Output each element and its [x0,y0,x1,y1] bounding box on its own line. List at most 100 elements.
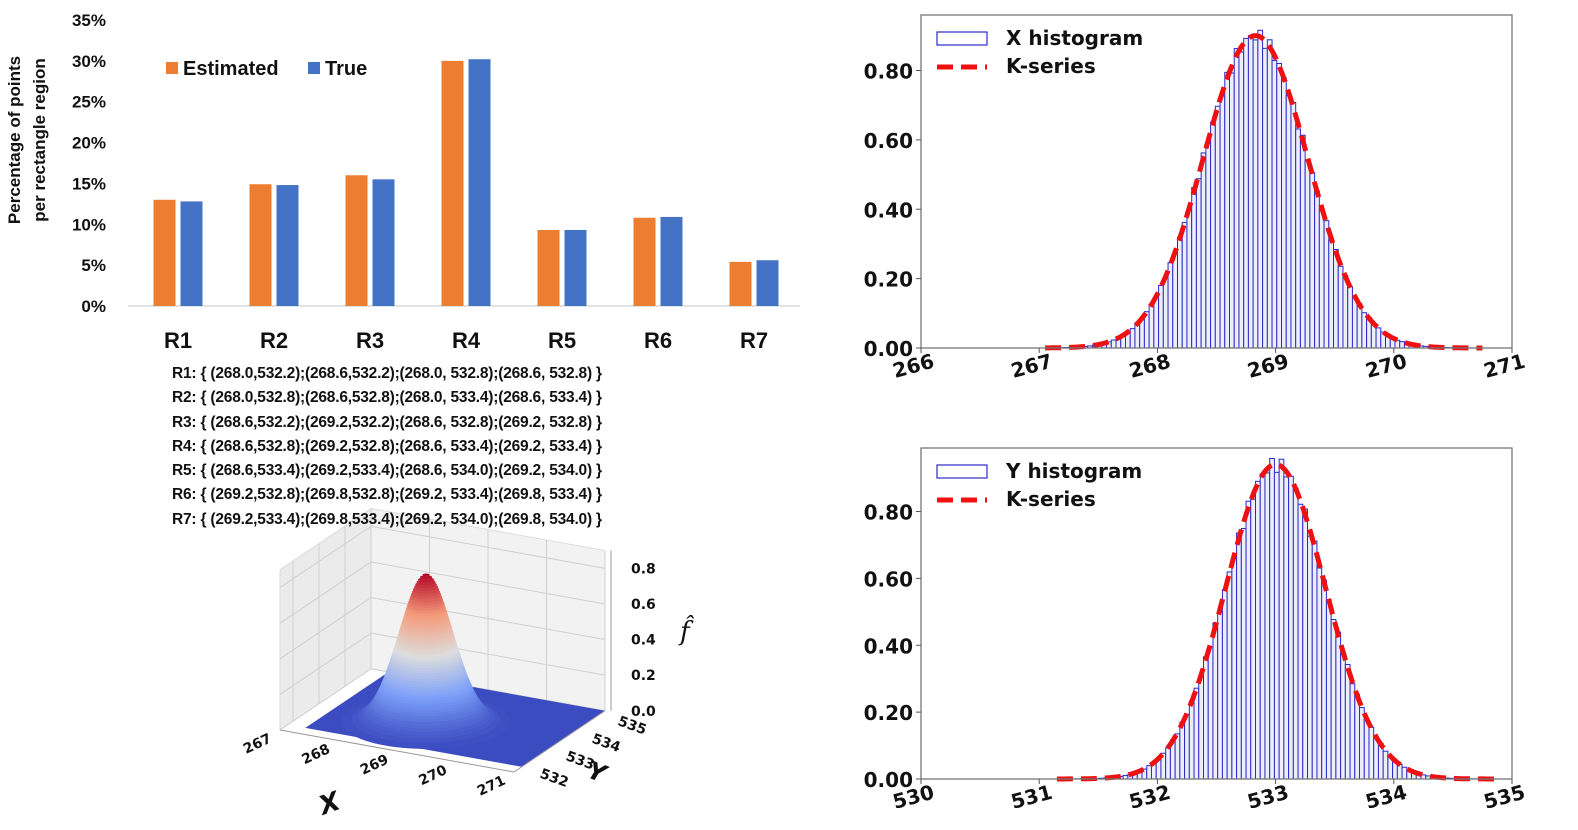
k-series-line [1045,33,1483,351]
histogram-bin [1314,190,1320,349]
region-def-r7: R7: { (269.2,533.4);(269.8,533.4);(269.2… [172,510,602,528]
bar-y-axis-label: Percentage of points per rectangle region [5,56,49,224]
histogram-bin [1307,535,1313,780]
z-tick-label: 0.8 [631,561,656,577]
gridline [279,632,606,695]
x-tick-label: 267 [241,731,274,758]
bar-ytick-label: 25% [72,93,106,112]
bar-true-r3 [372,179,395,306]
region-def-r6: R6: { (269.2,532.8);(269.8,532.8);(269.2… [172,486,602,504]
histogram-bin [1318,208,1325,349]
histogram-bin [1179,721,1186,780]
histogram-bin [1337,265,1344,349]
histogram-bin [1321,579,1327,780]
xtick-label: 532 [1126,780,1173,814]
histogram-bin [1221,589,1228,780]
bar-true-r6 [660,216,683,306]
histogram-bin [1363,718,1370,780]
bar-bars [153,59,779,307]
histogram-bin [1328,240,1335,349]
region-definitions: R1: { (268.0,532.2);(268.6,532.2);(268.0… [172,362,752,532]
legend-label-estimated: Estimated [183,58,279,80]
legend-kseries-label: K-series [1006,54,1096,78]
bar-true-r1 [180,201,203,306]
histogram-bin [1297,503,1304,780]
histogram-bin [1243,37,1249,349]
histogram-bin [1396,763,1403,780]
z-tick-label: 0.6 [631,597,656,613]
bar-xtick-label: R7 [740,328,768,353]
histogram-bin [1299,134,1306,349]
plot-frame [920,447,1513,780]
histogram-bin [1330,619,1337,780]
legend-swatch-true [308,62,320,74]
histogram-bin [1399,341,1405,349]
histogram-bin [1167,262,1174,349]
histogram-bin [1162,277,1169,349]
histogram-bin [1285,94,1292,349]
histogram-bin [1181,221,1188,349]
histogram-bin [1129,328,1136,349]
x-axis-label: X [313,786,346,822]
histogram-bin [1302,508,1309,780]
histogram-bin [1259,473,1266,780]
bar-ytick-label: 10% [72,215,106,234]
histogram-bin [1202,656,1209,780]
plot-frame [920,14,1513,349]
region-def-r4: R4: { (268.6,532.8);(269.2,532.8);(268.6… [172,437,602,455]
legend-swatch-estimated [166,62,178,74]
histogram-bin [1240,528,1247,780]
xtick-label: 267 [1008,349,1055,383]
gridline [279,561,606,624]
histogram-bin [1351,296,1358,349]
bar-ytick-label: 15% [72,174,106,193]
bar-true-r2 [276,185,299,306]
legend-histogram-swatch [936,31,988,46]
bar-xtick-label: R4 [452,328,481,353]
histogram-bin [1292,487,1299,780]
histogram-bin [1110,339,1117,349]
histogram-bin [1210,121,1216,349]
histogram-bin [1290,101,1297,349]
histogram-bin [1247,35,1254,349]
ytick-label: 0.80 [864,60,913,84]
region-def-r5: R5: { (268.6,533.4);(269.2,533.4);(268.6… [172,462,602,480]
histogram-bin [1224,71,1231,349]
histogram-bin [1174,733,1181,780]
histogram-bin [1207,646,1214,780]
xtick-label: 535 [1481,780,1528,814]
histogram-bin [1368,726,1375,780]
histogram-bin [1245,500,1252,780]
histogram-bin [1217,611,1223,780]
histogram-bars [1044,29,1486,349]
histogram-bin [1295,128,1301,349]
bar-ylabel-line-1: Percentage of points [5,56,24,224]
histogram-bin [1212,622,1219,780]
histogram-bin [1281,77,1287,349]
x-tick-label: 269 [358,752,391,779]
histogram-bin [1165,747,1171,780]
x-tick-label: 271 [475,773,508,800]
k-series-line [1056,461,1495,782]
z-tick-label: 0.4 [631,633,656,649]
gridline [279,597,606,660]
histogram-bin [1333,248,1339,349]
histogram-bin [1283,476,1290,780]
gridline [279,525,606,589]
histogram-bin [1323,220,1330,349]
legend-label-true: True [325,58,367,80]
ytick-label: 0.00 [864,337,913,361]
histogram-bin [1231,558,1238,780]
surface-band [419,575,433,580]
bar-true-r7 [756,260,779,306]
histogram-bin [1188,700,1195,780]
histogram-bin [1226,571,1233,780]
legend-histogram-label: X histogram [1006,26,1143,50]
histogram-bin [1271,60,1278,349]
z-tick-label: 0.0 [631,704,656,720]
histogram-bars [1056,458,1498,780]
bar-ytick-label: 20% [72,134,106,153]
